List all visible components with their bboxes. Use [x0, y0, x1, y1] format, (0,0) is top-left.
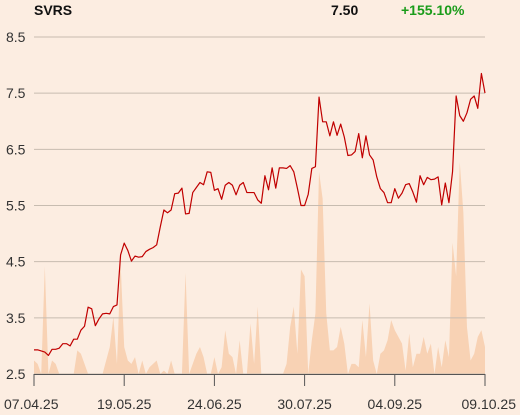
price-line-layer: [34, 72, 486, 357]
x-tick-label: 07.04.25: [4, 396, 59, 412]
volume-area-layer: [34, 161, 485, 374]
price-line: [34, 72, 486, 357]
percent-change: +155.10%: [401, 2, 465, 18]
ticker-symbol: SVRS: [34, 2, 73, 18]
y-tick-label: 4.5: [6, 254, 26, 270]
y-tick-label: 7.5: [6, 85, 26, 101]
y-tick-label: 5.5: [6, 198, 26, 214]
y-axis-labels: 2.5 3.5 4.5 5.5 6.5 7.5 8.5: [6, 29, 26, 382]
x-tick-label: 09.10.25: [462, 396, 517, 412]
y-tick-label: 6.5: [6, 141, 26, 157]
y-tick-label: 3.5: [6, 310, 26, 326]
volume-area: [34, 161, 485, 374]
grid-layer: [34, 36, 485, 375]
y-tick-label: 8.5: [6, 29, 26, 45]
x-tick-label: 19.05.25: [97, 396, 152, 412]
last-price: 7.50: [331, 2, 359, 18]
x-axis: 07.04.25 19.05.25 24.06.25 30.07.25 04.09.25…: [4, 374, 516, 412]
x-tick-label: 30.07.25: [277, 396, 332, 412]
x-tick-label: 04.09.25: [368, 396, 423, 412]
y-tick-label: 2.5: [6, 366, 26, 382]
x-tick-label: 24.06.25: [187, 396, 242, 412]
